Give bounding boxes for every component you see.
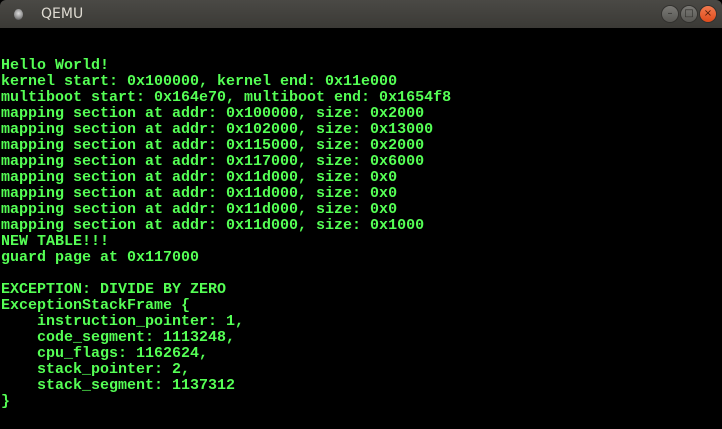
console-line: cpu_flags: 1162624, <box>1 345 209 362</box>
console-line: guard page at 0x117000 <box>1 249 200 266</box>
console-line: kernel start: 0x100000, kernel end: 0x11… <box>1 73 398 90</box>
maximize-button[interactable]: □ <box>681 6 697 22</box>
minimize-icon: – <box>667 8 673 19</box>
close-button[interactable]: × <box>700 6 716 22</box>
console-line: instruction_pointer: 1, <box>1 313 245 330</box>
console-line: mapping section at addr: 0x100000, size:… <box>1 105 425 122</box>
console-line: code_segment: 1113248, <box>1 329 236 346</box>
maximize-icon: □ <box>684 8 694 19</box>
console-line: multiboot start: 0x164e70, multiboot end… <box>1 89 452 106</box>
console-line: stack_segment: 1137312 <box>1 377 236 394</box>
window-title: QEMU <box>41 6 84 22</box>
console-line <box>1 266 451 282</box>
vm-screen[interactable]: Hello World! kernel start: 0x100000, kern… <box>0 28 722 429</box>
console-line: stack_pointer: 2, <box>1 361 191 378</box>
console-line: mapping section at addr: 0x11d000, size:… <box>1 185 398 202</box>
console-line: Hello World! <box>1 57 110 74</box>
close-icon: × <box>703 8 713 19</box>
console-line: mapping section at addr: 0x102000, size:… <box>1 121 434 138</box>
app-icon <box>14 9 23 20</box>
console-line: mapping section at addr: 0x117000, size:… <box>1 153 425 170</box>
console-line: NEW TABLE!!! <box>1 233 110 250</box>
console-line: ExceptionStackFrame { <box>1 297 191 314</box>
console-line: EXCEPTION: DIVIDE BY ZERO <box>1 281 227 298</box>
console-output: Hello World! kernel start: 0x100000, kern… <box>1 58 451 410</box>
title-bar[interactable]: QEMU – □ × <box>0 0 722 28</box>
minimize-button[interactable]: – <box>662 6 678 22</box>
console-line: mapping section at addr: 0x11d000, size:… <box>1 217 425 234</box>
console-line: mapping section at addr: 0x11d000, size:… <box>1 201 398 218</box>
console-line: mapping section at addr: 0x115000, size:… <box>1 137 425 154</box>
console-line: mapping section at addr: 0x11d000, size:… <box>1 169 398 186</box>
console-line: } <box>1 393 11 410</box>
